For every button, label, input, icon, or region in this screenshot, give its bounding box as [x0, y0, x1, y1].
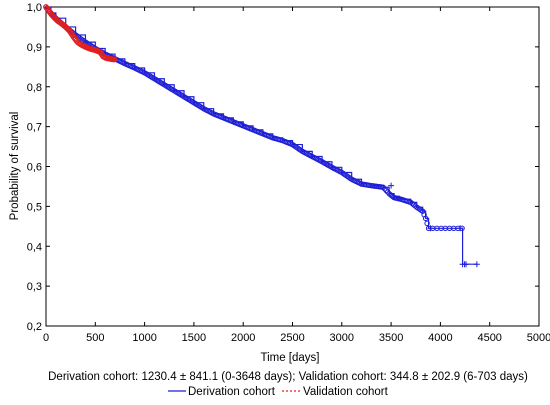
- y-tick-label: 0,4: [27, 241, 42, 253]
- y-tick-label: 0,9: [27, 42, 42, 54]
- tail-censor-marks: [388, 182, 480, 268]
- legend: Derivation cohort Validation cohort: [168, 386, 389, 398]
- y-axis-ticks: 0,2 0,3 0,4 0,5 0,6 0,7 0,8 0,9 1,0: [27, 2, 539, 333]
- x-tick-label: 3000: [330, 332, 354, 344]
- series-derivation: [43, 4, 477, 265]
- x-tick-label: 0: [43, 332, 49, 344]
- y-tick-label: 0,7: [27, 122, 42, 134]
- censor-marker: [422, 215, 429, 222]
- x-tick-label: 3500: [379, 332, 403, 344]
- censor-marker: [383, 187, 389, 194]
- y-tick-label: 0,5: [27, 201, 42, 213]
- x-tick-label: 2000: [231, 332, 255, 344]
- censor-plus: [388, 182, 395, 189]
- x-tick-label: 5000: [527, 332, 550, 344]
- censor-marker: [380, 184, 386, 190]
- plot-frame: [45, 6, 540, 327]
- x-axis-ticks: 0 500 1000 1500 2000 2500 3000 3500 4000 4500 5000: [43, 7, 550, 344]
- y-tick-label: 0,6: [27, 162, 42, 174]
- censor-marker: [381, 186, 388, 192]
- x-tick-label: 1000: [132, 332, 156, 344]
- censor-marker: [111, 56, 118, 63]
- x-tick-label: 500: [86, 332, 104, 344]
- series-layer: [43, 4, 480, 268]
- censor-plus: [427, 225, 434, 232]
- x-tick-label: 2500: [280, 332, 304, 344]
- x-axis-title: Time [days]: [260, 352, 319, 364]
- legend-validation-label: Validation cohort: [303, 386, 389, 398]
- x-tick-label: 4500: [477, 332, 501, 344]
- x-tick-label: 4000: [428, 332, 452, 344]
- series-validation: [43, 4, 118, 63]
- y-tick-label: 1,0: [27, 2, 42, 14]
- x-tick-label: 1500: [182, 332, 206, 344]
- censor-marker: [424, 220, 430, 227]
- legend-derivation-label: Derivation cohort: [188, 386, 276, 398]
- y-tick-label: 0,3: [27, 281, 42, 293]
- censor-plus: [463, 261, 470, 268]
- censor-plus: [395, 195, 402, 202]
- censor-plus: [473, 261, 480, 268]
- caption: Derivation cohort: 1230.4 ± 841.1 (0-364…: [48, 371, 528, 383]
- y-tick-label: 0,8: [27, 82, 42, 94]
- censor-plus: [457, 225, 464, 232]
- y-axis-title: Probability of survival: [9, 112, 21, 221]
- y-tick-label: 0,2: [27, 321, 42, 333]
